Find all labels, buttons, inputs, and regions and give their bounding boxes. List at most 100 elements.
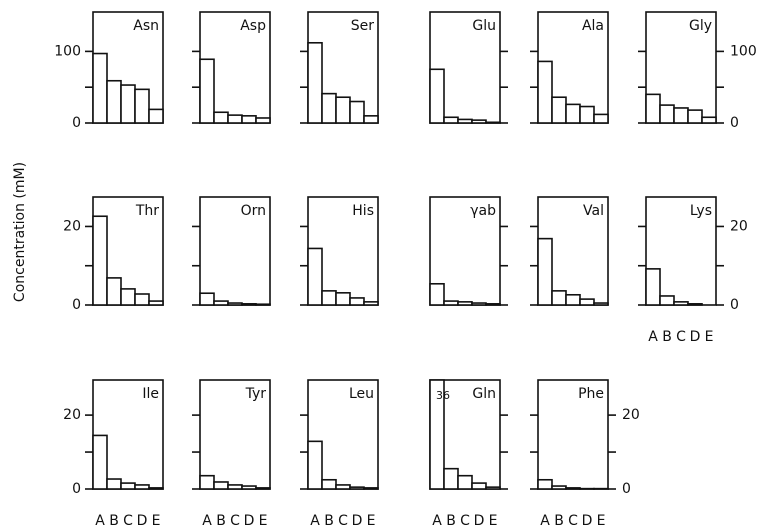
bar bbox=[443, 116, 459, 124]
panel-title: Gln bbox=[472, 386, 496, 402]
bar bbox=[307, 41, 323, 124]
y-tick-label: 0 bbox=[730, 297, 739, 313]
bar bbox=[443, 467, 459, 490]
bar bbox=[485, 303, 501, 306]
bar bbox=[659, 295, 675, 306]
bar bbox=[645, 93, 661, 124]
bar bbox=[255, 487, 271, 490]
bar bbox=[199, 292, 215, 306]
bar bbox=[241, 115, 257, 124]
panel-title: His bbox=[352, 203, 374, 219]
bar bbox=[429, 379, 445, 490]
panel-title: Lys bbox=[690, 203, 712, 219]
panel-title: Asn bbox=[133, 18, 159, 34]
bar bbox=[213, 111, 229, 124]
x-tick-label: E bbox=[597, 513, 606, 529]
bar bbox=[537, 478, 553, 490]
x-tick-label: A bbox=[540, 513, 550, 529]
x-tick-label: B bbox=[554, 513, 564, 529]
bar bbox=[471, 302, 487, 306]
x-tick-label: D bbox=[244, 513, 255, 529]
bar bbox=[134, 484, 150, 490]
x-tick-label: A bbox=[310, 513, 320, 529]
bar bbox=[565, 487, 581, 490]
y-tick-label: 100 bbox=[730, 43, 757, 59]
bar bbox=[134, 293, 150, 306]
x-tick-label: C bbox=[338, 513, 348, 529]
x-tick-label: B bbox=[446, 513, 456, 529]
bar bbox=[335, 292, 351, 306]
bar bbox=[148, 487, 164, 490]
bar bbox=[199, 58, 215, 124]
bar bbox=[457, 301, 473, 306]
y-tick-label: 0 bbox=[72, 115, 81, 131]
x-tick-label: C bbox=[123, 513, 133, 529]
bar bbox=[92, 215, 108, 306]
bar bbox=[321, 92, 337, 124]
y-tick-label: 20 bbox=[63, 218, 81, 234]
y-tick-label: 20 bbox=[63, 407, 81, 423]
bar bbox=[321, 290, 337, 306]
bar bbox=[551, 96, 567, 124]
bar bbox=[551, 485, 567, 490]
bar bbox=[241, 303, 257, 306]
bar bbox=[659, 104, 675, 124]
bar bbox=[537, 60, 553, 124]
panel-title: Thr bbox=[135, 203, 159, 219]
bar bbox=[551, 290, 567, 306]
bar bbox=[92, 52, 108, 124]
bar bbox=[227, 484, 243, 490]
x-tick-label: D bbox=[137, 513, 148, 529]
x-tick-label: E bbox=[489, 513, 498, 529]
panel-title: γab bbox=[470, 203, 496, 219]
x-tick-label: C bbox=[230, 513, 240, 529]
y-tick-label: 0 bbox=[72, 297, 81, 313]
bar bbox=[471, 482, 487, 490]
panel-title: Leu bbox=[349, 386, 374, 402]
bar bbox=[349, 100, 365, 124]
bar bbox=[134, 88, 150, 124]
panel-title: Ala bbox=[582, 18, 604, 34]
bar bbox=[363, 301, 379, 306]
y-tick-label: 20 bbox=[730, 218, 748, 234]
x-tick-label: A bbox=[648, 329, 658, 345]
y-axis-label: Concentration (mM) bbox=[12, 162, 28, 302]
bar bbox=[579, 298, 595, 306]
bar bbox=[579, 105, 595, 124]
x-tick-label: A bbox=[95, 513, 105, 529]
bar bbox=[537, 237, 553, 306]
x-tick-label: B bbox=[109, 513, 119, 529]
x-tick-label: D bbox=[474, 513, 485, 529]
bar bbox=[335, 484, 351, 490]
bar bbox=[485, 121, 501, 124]
y-tick-label: 20 bbox=[622, 407, 640, 423]
bar bbox=[565, 293, 581, 306]
bar bbox=[106, 277, 122, 306]
x-tick-label: B bbox=[324, 513, 334, 529]
bar bbox=[363, 115, 379, 124]
bar bbox=[120, 84, 136, 124]
bar bbox=[687, 303, 703, 306]
panel-title: Glu bbox=[472, 18, 496, 34]
bar bbox=[349, 486, 365, 490]
x-tick-label: D bbox=[690, 329, 701, 345]
bar bbox=[227, 302, 243, 306]
bar bbox=[199, 474, 215, 490]
bar bbox=[701, 116, 717, 124]
bar bbox=[443, 300, 459, 306]
bar bbox=[485, 486, 501, 490]
bar bbox=[645, 268, 661, 306]
bar bbox=[429, 68, 445, 124]
bar bbox=[255, 303, 271, 306]
bar bbox=[429, 282, 445, 306]
bar bbox=[593, 113, 609, 124]
bar bbox=[673, 107, 689, 124]
bar bbox=[148, 108, 164, 124]
bar bbox=[120, 482, 136, 490]
bar bbox=[457, 474, 473, 490]
panel-title: Ser bbox=[351, 18, 375, 34]
bar bbox=[255, 117, 271, 124]
bar bbox=[120, 288, 136, 306]
bar bbox=[148, 300, 164, 306]
